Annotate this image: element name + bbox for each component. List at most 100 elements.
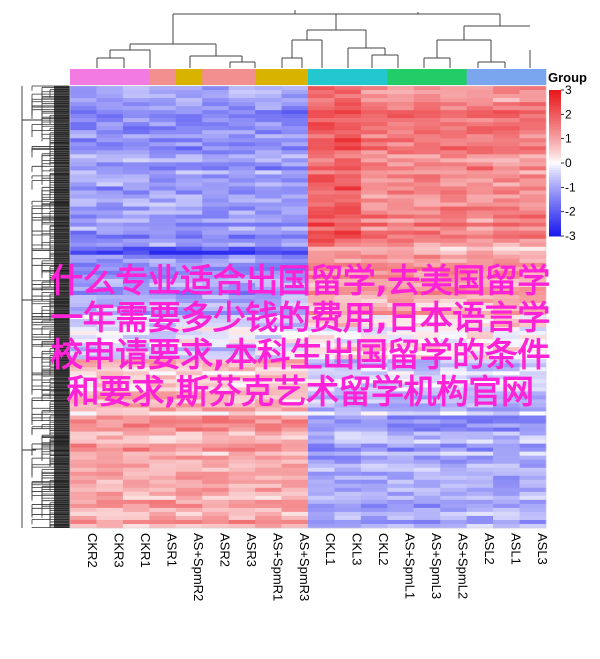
heatmap-cell [493,399,520,404]
heatmap-cell [281,391,309,396]
heatmap-cell [228,435,256,440]
heatmap-cell [493,262,520,268]
heatmap-cell [122,339,150,344]
overlay-line-4: 和要求,斯芬克艺术留学机构官网 [66,372,534,411]
heatmap-cell [519,427,547,432]
heatmap-cell [519,178,547,183]
heatmap-cell [281,126,309,131]
heatmap-cell [122,411,150,416]
heatmap-cell [360,282,388,288]
heatmap-cell [440,122,467,127]
heatmap-cell [255,258,282,264]
heatmap-cell [149,206,177,211]
heatmap-cell [149,230,177,235]
heatmap-cell [360,339,388,344]
heatmap-cell [255,383,282,388]
heatmap-cell [202,443,229,448]
heatmap-cell [255,519,282,525]
heatmap-cell [387,254,415,260]
heatmap-cell [70,439,97,444]
heatmap-cell [122,335,150,340]
heatmap-cell [96,206,124,211]
heatmap-cell [440,479,467,485]
heatmap-cell [96,323,124,328]
heatmap-cell [493,294,520,300]
heatmap-cell [334,194,362,199]
heatmap-cell [387,166,415,171]
heatmap-cell [334,327,362,332]
heatmap-cell [413,154,441,159]
heatmap-cell [334,351,362,356]
heatmap-cell [440,190,467,195]
heatmap-cell [96,162,124,167]
heatmap-cell [122,463,150,469]
heatmap-cell [255,307,282,312]
column-label: AS+SpmL3 [429,533,444,599]
heatmap-cell [175,158,203,163]
heatmap-cell [334,343,362,348]
heatmap-cell [440,523,467,529]
heatmap-cell [122,415,150,420]
heatmap-cell [519,138,547,143]
heatmap-cell [70,198,97,203]
heatmap-cell [70,142,97,147]
heatmap-cell [334,467,362,473]
heatmap-cell [519,467,547,473]
heatmap-cell [228,367,256,372]
heatmap-cell [466,363,494,368]
heatmap-cell [308,371,335,376]
heatmap-cell [360,355,388,360]
heatmap-cell [440,206,467,211]
legend-color-step [549,143,561,147]
heatmap-cell [387,387,415,392]
column-label: CKR1 [138,533,153,568]
heatmap-cell [202,86,229,91]
heatmap-cell [493,238,520,244]
heatmap-cell [334,491,362,497]
heatmap-cell [70,242,97,248]
overlay-line-1: 什么专业适合出国留学,去美国留学 [50,261,550,300]
heatmap-cell [122,150,150,155]
heatmap-cell [360,495,388,501]
heatmap-cell [334,290,362,296]
heatmap-cell [281,419,309,424]
heatmap-cell [519,206,547,211]
heatmap-cell [466,242,494,248]
heatmap-cell [387,230,415,235]
heatmap-cell [519,90,547,95]
heatmap-cell [96,262,124,268]
heatmap-cell [387,190,415,195]
heatmap-cell [122,343,150,348]
heatmap-cell [466,379,494,384]
heatmap-cell [308,234,335,239]
heatmap-cell [96,343,124,348]
heatmap-cell [96,242,124,248]
heatmap-cell [96,475,124,481]
heatmap-cell [493,86,520,91]
heatmap-cell [360,383,388,388]
heatmap-cell [70,435,97,440]
heatmap-cell [413,327,441,332]
heatmap-cell [122,266,150,272]
heatmap-cell [175,266,203,272]
heatmap-cell [149,290,177,296]
heatmap-cell [228,130,256,135]
heatmap-cell [493,202,520,207]
heatmap-cell [255,142,282,147]
heatmap-cell [255,126,282,131]
legend-color-step [549,148,561,152]
heatmap-cell [255,463,282,469]
heatmap-cell [202,319,229,324]
heatmap-cell [440,210,467,215]
heatmap-cell [255,487,282,493]
heatmap-cell [519,475,547,481]
heatmap-cell [175,495,203,501]
heatmap-cell [202,411,229,416]
heatmap-cell [70,134,97,139]
heatmap-cell [519,363,547,368]
heatmap-cell [360,86,388,91]
heatmap-cell [281,142,309,147]
heatmap-cell [519,323,547,328]
heatmap-cell [96,270,124,276]
heatmap-cell [334,331,362,336]
